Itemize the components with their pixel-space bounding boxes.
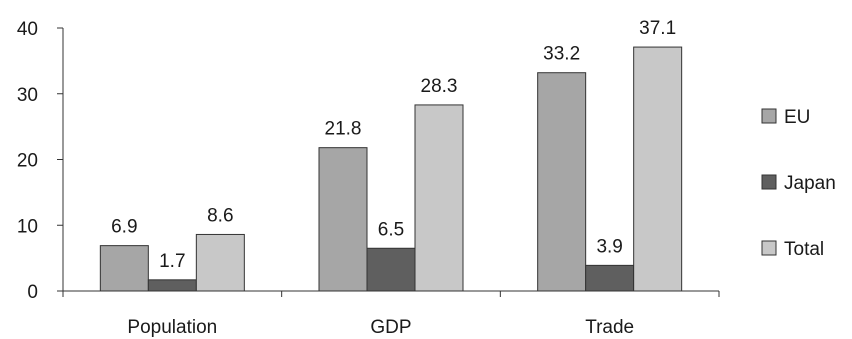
data-label-total-population: 8.6	[207, 205, 233, 226]
bar-japan-population	[147, 279, 197, 292]
bar-eu-gdp	[318, 147, 368, 292]
bar-eu-trade	[537, 72, 587, 292]
legend: EU Japan Total	[761, 107, 836, 260]
data-label-japan-trade: 3.9	[596, 236, 622, 257]
data-label-eu-gdp: 21.8	[325, 119, 362, 140]
bar-total-trade	[633, 46, 683, 292]
y-tick-label-0: 0	[27, 282, 38, 303]
y-tick-label-20: 20	[17, 151, 38, 172]
data-label-total-trade: 37.1	[639, 18, 676, 39]
legend-swatch-eu	[761, 108, 777, 124]
category-label-gdp: GDP	[370, 317, 411, 338]
legend-swatch-japan	[761, 174, 777, 190]
bar-japan-trade	[585, 264, 635, 292]
legend-label-eu: EU	[784, 107, 810, 128]
y-tick-label-10: 10	[17, 216, 38, 237]
category-label-trade: Trade	[585, 317, 634, 338]
data-label-eu-trade: 33.2	[543, 44, 580, 65]
data-label-japan-gdp: 6.5	[378, 219, 404, 240]
bars-layer	[99, 46, 683, 292]
legend-swatch-total	[761, 240, 777, 256]
bar-total-gdp	[414, 104, 464, 292]
bar-japan-gdp	[366, 247, 416, 292]
category-label-population: Population	[127, 317, 217, 338]
bar-eu-population	[99, 245, 149, 292]
axes-layer: 0 10 20 30 40	[17, 19, 720, 303]
legend-label-japan: Japan	[784, 173, 836, 194]
y-tick-label-30: 30	[17, 85, 38, 106]
labels-layer: 6.9 1.7 8.6 Population 21.8 6.5 28.3 GDP 33.2 3.9…	[111, 18, 676, 338]
y-tick-label-40: 40	[17, 19, 38, 40]
legend-label-total: Total	[784, 239, 824, 260]
data-label-japan-population: 1.7	[159, 251, 185, 272]
data-label-eu-population: 6.9	[111, 217, 137, 238]
data-label-total-gdp: 28.3	[421, 76, 458, 97]
bar-total-population	[195, 233, 245, 292]
